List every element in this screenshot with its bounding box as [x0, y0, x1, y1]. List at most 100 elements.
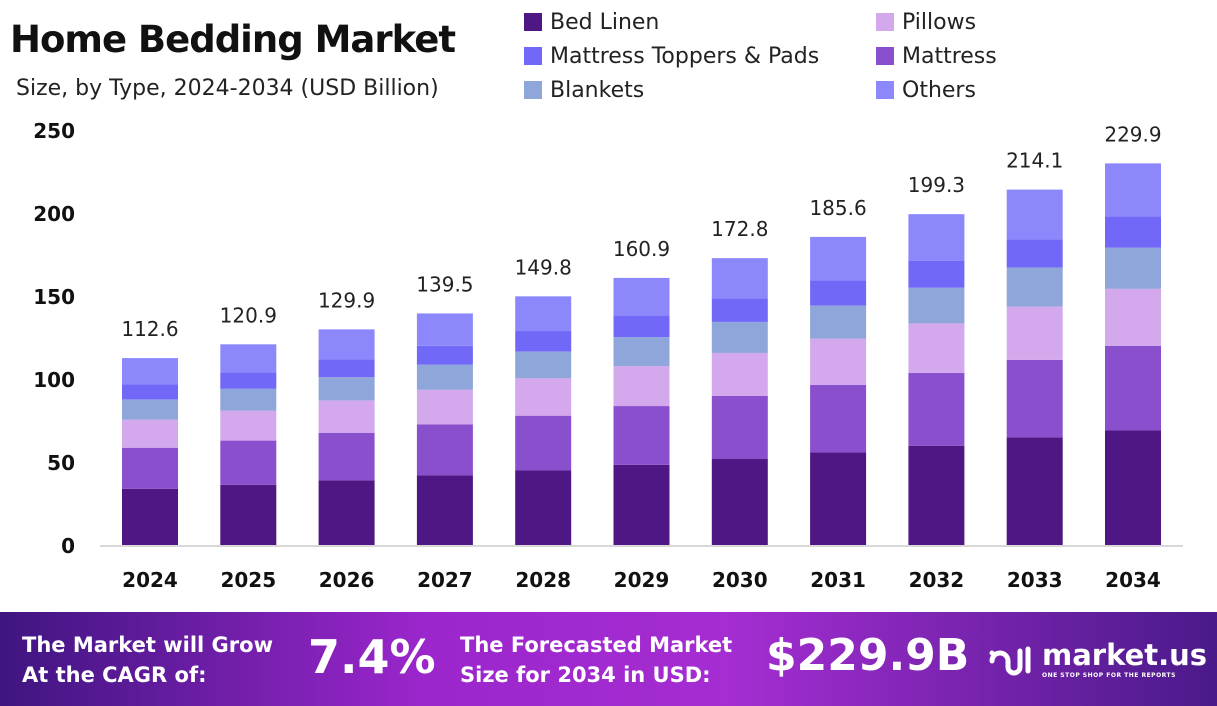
x-tick-label: 2024 — [122, 568, 178, 592]
bar-segment-bed-linen — [220, 484, 277, 545]
x-tick-label: 2033 — [1007, 568, 1063, 592]
bar-segment-blankets — [416, 364, 473, 390]
bar-segment-blankets — [1105, 247, 1161, 289]
bar-segment-bed-linen — [908, 445, 965, 545]
total-data-label: 139.5 — [416, 272, 473, 296]
bar-segment-mattress — [122, 447, 178, 489]
bar-segment-pillows — [613, 366, 670, 407]
brand-name: market.us — [1042, 638, 1208, 672]
bar-segment-others — [515, 296, 572, 332]
total-data-label: 129.9 — [318, 288, 375, 312]
bar-segment-mattress — [1006, 359, 1063, 438]
total-data-label: 172.8 — [711, 217, 768, 241]
bar-segment-others — [122, 358, 178, 385]
bar-segment-bed-linen — [613, 464, 670, 545]
legend-swatch — [876, 81, 894, 99]
bar-segment-others — [1105, 163, 1161, 217]
size-label-line2: Size for 2034 in USD: — [460, 663, 711, 687]
bar-chart: 0 50 100 150 200 250 112.6 2024 120.9 2025 129.9 20… — [33, 119, 1183, 592]
bar-segment-bed-linen — [810, 452, 867, 545]
size-label-line1: The Forecasted Market — [460, 633, 733, 657]
total-data-label: 160.9 — [613, 237, 670, 261]
x-tick-label: 2028 — [515, 568, 571, 592]
bar-segment-pillows — [1006, 306, 1063, 360]
y-tick-label: 250 — [33, 119, 75, 143]
market-size-label: The Forecasted Market Size for 2034 in U… — [460, 630, 732, 690]
bar-segment-mattress-toppers-pads — [318, 359, 375, 378]
total-data-label: 229.9 — [1104, 122, 1161, 146]
bar-segment-mattress-toppers-pads — [1105, 216, 1161, 248]
market-us-logo-icon — [989, 646, 1031, 675]
x-tick-label: 2032 — [909, 568, 965, 592]
bar-segment-mattress-toppers-pads — [711, 298, 768, 322]
bar-segment-mattress — [908, 373, 965, 446]
bar-segment-others — [810, 236, 867, 281]
bar-segment-pillows — [908, 323, 965, 374]
bar-segment-pillows — [220, 410, 277, 441]
legend-item: Blankets — [524, 76, 876, 104]
bar-segment-mattress-toppers-pads — [220, 372, 277, 389]
x-tick-label: 2029 — [614, 568, 670, 592]
bar-segment-others — [220, 344, 277, 373]
bar-segment-mattress-toppers-pads — [122, 384, 178, 400]
legend-item: Mattress — [876, 42, 1076, 70]
bar-segment-bed-linen — [122, 488, 178, 545]
bar-segment-mattress — [515, 415, 572, 471]
bar-segment-bed-linen — [1006, 437, 1063, 545]
bar-segment-others — [1006, 189, 1063, 240]
bar-segment-blankets — [711, 321, 768, 353]
bar-segment-pillows — [318, 400, 375, 433]
bar-segment-blankets — [515, 351, 572, 379]
bar-segment-mattress-toppers-pads — [810, 280, 867, 306]
bar-segment-others — [613, 277, 670, 316]
total-data-label: 199.3 — [908, 173, 965, 197]
cagr-label-line2: At the CAGR of: — [22, 663, 207, 687]
total-data-label: 149.8 — [515, 255, 572, 279]
bar-segment-mattress-toppers-pads — [1006, 239, 1063, 268]
total-data-label: 214.1 — [1006, 149, 1063, 173]
bar-segment-blankets — [318, 377, 375, 401]
legend-label: Blankets — [550, 77, 645, 103]
bar-segment-bed-linen — [318, 480, 375, 545]
legend-item: Others — [876, 76, 1076, 104]
x-tick-label: 2034 — [1105, 568, 1161, 592]
legend-item: Pillows — [876, 8, 1076, 36]
y-tick-label: 0 — [61, 534, 75, 558]
bar-segment-others — [711, 258, 768, 299]
x-tick-label: 2027 — [417, 568, 473, 592]
bar-segment-others — [318, 329, 375, 360]
bar-segment-mattress — [318, 432, 375, 481]
legend-item: Bed Linen — [524, 8, 876, 36]
bar-segment-blankets — [122, 399, 178, 420]
legend-swatch — [524, 81, 542, 99]
bar-segment-pillows — [711, 352, 768, 396]
bar-segment-bed-linen — [1105, 430, 1161, 545]
bar-segment-blankets — [908, 287, 965, 324]
bar-segment-blankets — [613, 337, 670, 367]
legend-swatch — [524, 13, 542, 31]
legend-swatch — [524, 47, 542, 65]
bar-segment-pillows — [416, 389, 473, 425]
x-tick-label: 2026 — [319, 568, 375, 592]
bar-segment-pillows — [810, 338, 867, 385]
bar-segment-others — [416, 313, 473, 346]
bar-segment-mattress — [711, 395, 768, 460]
bar-segment-bed-linen — [416, 475, 473, 545]
bar-segment-mattress-toppers-pads — [908, 260, 965, 288]
legend-label: Mattress Toppers & Pads — [550, 43, 820, 69]
bar-segment-blankets — [220, 388, 277, 411]
x-tick-label: 2025 — [220, 568, 276, 592]
y-tick-label: 150 — [33, 285, 75, 309]
bar-segment-bed-linen — [711, 459, 768, 545]
bar-segment-pillows — [1105, 288, 1161, 346]
footer-banner: The Market will Grow At the CAGR of: 7.4… — [0, 612, 1217, 706]
total-data-label: 120.9 — [220, 303, 277, 327]
bar-segment-mattress — [1105, 345, 1161, 431]
bar-segment-pillows — [515, 378, 572, 416]
y-tick-label: 100 — [33, 368, 75, 392]
legend: Bed Linen Pillows Mattress Toppers & Pads M… — [524, 8, 1044, 104]
x-tick-label: 2030 — [712, 568, 768, 592]
bar-segment-bed-linen — [515, 470, 572, 545]
legend-label: Mattress — [902, 43, 997, 69]
